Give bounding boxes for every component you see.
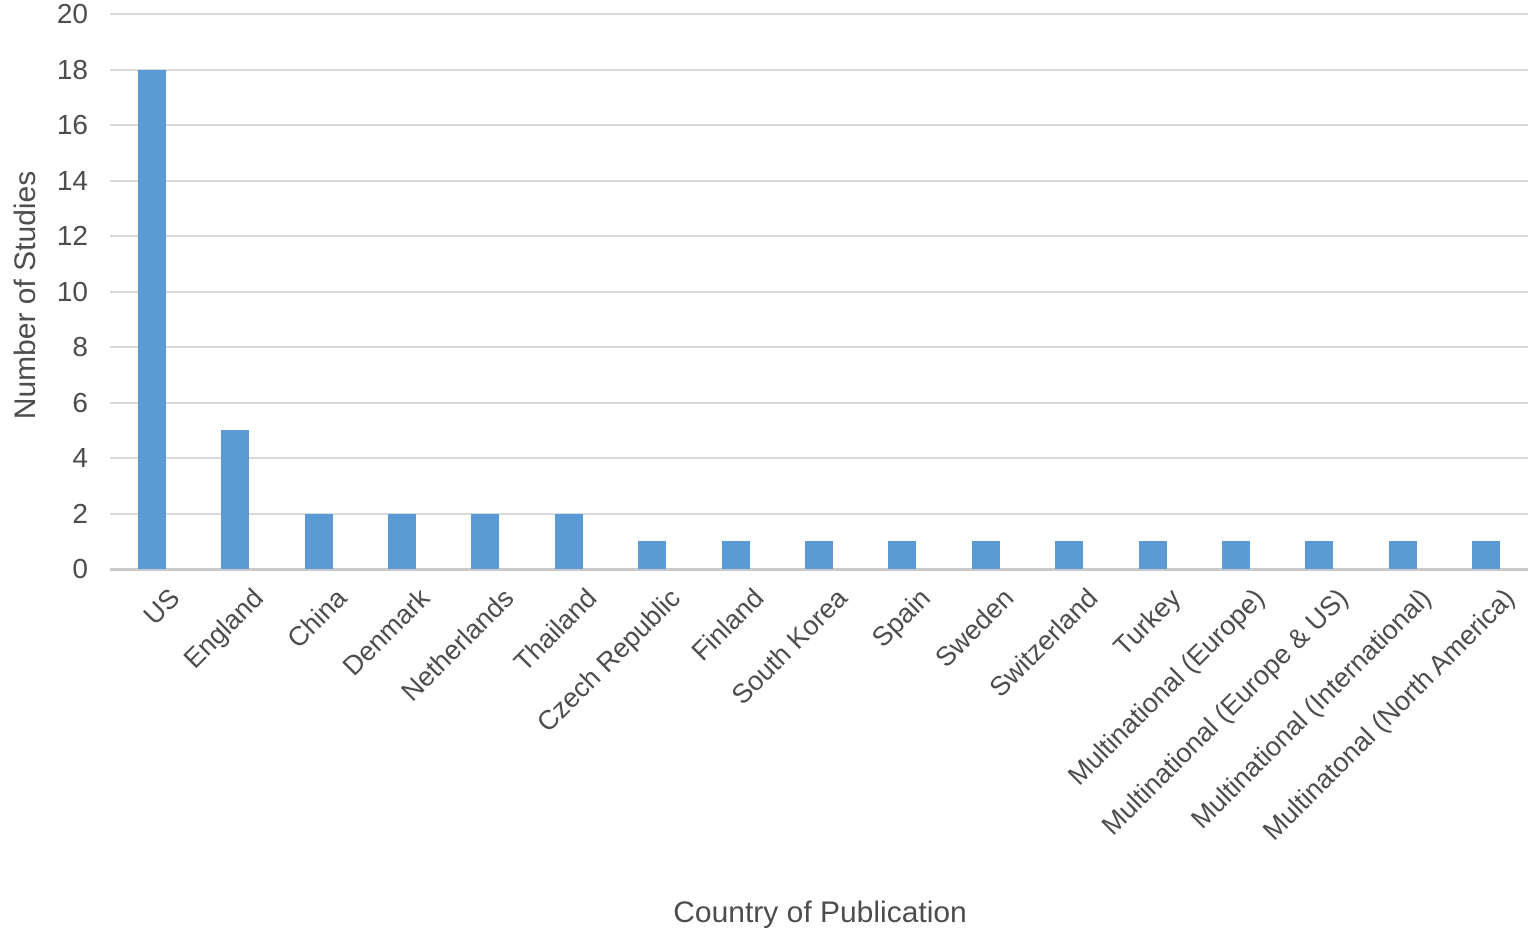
gridline-14 [110, 179, 1528, 182]
bar-multinational-europe [1222, 541, 1251, 569]
bar-us [137, 69, 166, 569]
bar-sweden [971, 541, 1000, 569]
bar-switzerland [1055, 541, 1084, 569]
x-axis-title: Country of Publication [673, 896, 967, 929]
gridline-20 [110, 13, 1528, 15]
x-tick-label-spain: Spain [866, 582, 937, 653]
gridline-6 [110, 401, 1528, 404]
gridline-16 [110, 124, 1528, 126]
gridline-12 [110, 235, 1528, 237]
x-tick-label-england: England [177, 582, 270, 674]
bar-south-korea [805, 541, 833, 569]
y-tick-label-4: 4 [72, 442, 88, 473]
y-tick-label-16: 16 [56, 109, 88, 140]
y-tick-label-0: 0 [72, 553, 88, 584]
x-axis-line [110, 568, 1528, 571]
y-tick-label-20: 20 [56, 0, 88, 29]
y-tick-label-14: 14 [56, 164, 88, 196]
y-tick-label-12: 12 [56, 220, 88, 251]
y-tick-label-2: 2 [72, 497, 88, 529]
x-tick-label-china: China [281, 582, 353, 654]
gridline-8 [110, 346, 1528, 348]
bar-thailand [554, 513, 583, 569]
y-tick-label-8: 8 [72, 331, 88, 362]
y-tick-label-18: 18 [56, 53, 88, 85]
y-tick-label-6: 6 [72, 386, 88, 418]
x-tick-label-czech-republic: Czech Republic [531, 582, 687, 738]
bar-turkey [1138, 541, 1167, 569]
gridline-4 [110, 457, 1528, 459]
bar-spain [888, 541, 917, 569]
bar-denmark [387, 513, 416, 569]
bar-england [221, 430, 250, 569]
gridline-2 [110, 512, 1528, 515]
bar-czech-republic [638, 541, 667, 569]
bar-china [304, 513, 333, 569]
x-tick-label-turkey: Turkey [1107, 582, 1187, 662]
x-tick-label-us: US [137, 582, 186, 631]
bar-finland [721, 541, 750, 569]
bar-multinational-europe-us [1305, 541, 1334, 569]
gridline-10 [110, 290, 1528, 293]
bar-multinational-international [1388, 541, 1417, 569]
y-tick-label-10: 10 [56, 275, 88, 307]
bar-multinatonal-north-america [1472, 541, 1501, 569]
bar-netherlands [471, 513, 500, 569]
gridline-18 [110, 68, 1528, 71]
